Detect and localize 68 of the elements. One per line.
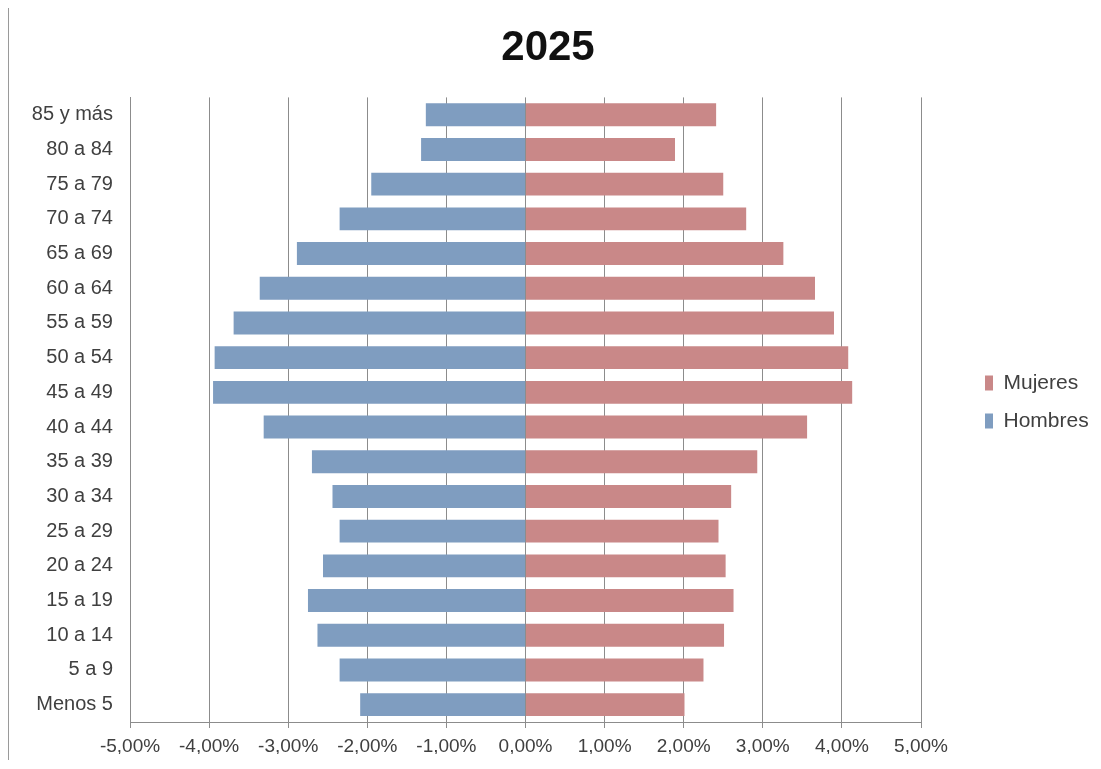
bar xyxy=(526,380,853,404)
bar xyxy=(526,519,719,543)
bar xyxy=(360,693,525,717)
y-tick-label: Menos 5 xyxy=(36,692,113,715)
x-tick-label: -2,00% xyxy=(337,734,398,756)
legend-label: Hombres xyxy=(1003,407,1089,431)
bar xyxy=(526,172,724,196)
bar xyxy=(425,103,525,127)
x-tick-label: 3,00% xyxy=(735,734,790,756)
y-tick-label: 60 a 64 xyxy=(46,275,113,298)
bar xyxy=(339,519,525,543)
bar xyxy=(526,658,704,682)
y-tick-label: 20 a 24 xyxy=(46,553,113,576)
bar xyxy=(371,172,525,196)
y-tick-label: 10 a 14 xyxy=(46,622,113,645)
y-tick-label: 75 a 79 xyxy=(46,171,113,194)
bar xyxy=(311,450,525,474)
x-tick-label: 4,00% xyxy=(814,734,869,756)
bar xyxy=(317,623,525,647)
y-tick-label: 80 a 84 xyxy=(46,136,113,159)
y-tick-label: 55 a 59 xyxy=(46,310,113,333)
bar xyxy=(263,415,525,439)
bar xyxy=(259,276,525,300)
bar xyxy=(526,346,849,370)
bar xyxy=(526,623,725,647)
y-tick-label: 50 a 54 xyxy=(46,345,113,368)
bar xyxy=(296,242,525,265)
bar xyxy=(526,138,675,161)
y-tick-label: 30 a 34 xyxy=(46,483,113,506)
bar xyxy=(339,658,525,682)
x-tick-label: 0,00% xyxy=(498,734,553,756)
y-tick-label: 40 a 44 xyxy=(46,414,113,437)
bar xyxy=(526,207,747,231)
bar xyxy=(323,554,525,578)
y-tick-label: 45 a 49 xyxy=(46,379,113,402)
bar xyxy=(526,589,734,612)
bar xyxy=(233,311,525,335)
bar xyxy=(526,485,732,508)
bar xyxy=(307,589,525,612)
bar xyxy=(526,276,816,300)
bar xyxy=(526,693,685,717)
x-tick-label: 5,00% xyxy=(894,734,949,756)
x-tick-label: 2,00% xyxy=(656,734,711,756)
y-tick-label: 70 a 74 xyxy=(46,206,113,229)
y-tick-label: 35 a 39 xyxy=(46,449,113,472)
x-tick-label: -1,00% xyxy=(416,734,477,756)
y-tick-label: 5 a 9 xyxy=(68,657,113,680)
y-tick-label: 85 y más xyxy=(31,102,113,125)
bar xyxy=(421,138,525,161)
legend-label: Mujeres xyxy=(1003,369,1079,393)
bar xyxy=(526,450,758,474)
y-tick-label: 25 a 29 xyxy=(46,518,113,541)
bar xyxy=(526,242,784,265)
x-tick-label: 1,00% xyxy=(577,734,632,756)
bar xyxy=(213,380,525,404)
y-tick-label: 15 a 19 xyxy=(46,588,113,611)
bar xyxy=(214,346,525,370)
bar xyxy=(526,311,834,335)
x-tick-label: -4,00% xyxy=(179,734,240,756)
bar xyxy=(526,415,808,439)
bar xyxy=(526,103,717,127)
bar xyxy=(339,207,525,231)
bar xyxy=(526,554,726,578)
chart-title: 2025 xyxy=(501,21,595,69)
y-tick-label: 65 a 69 xyxy=(46,241,113,264)
bar xyxy=(332,485,525,508)
x-tick-label: -5,00% xyxy=(99,734,161,756)
x-tick-label: -3,00% xyxy=(258,734,319,756)
